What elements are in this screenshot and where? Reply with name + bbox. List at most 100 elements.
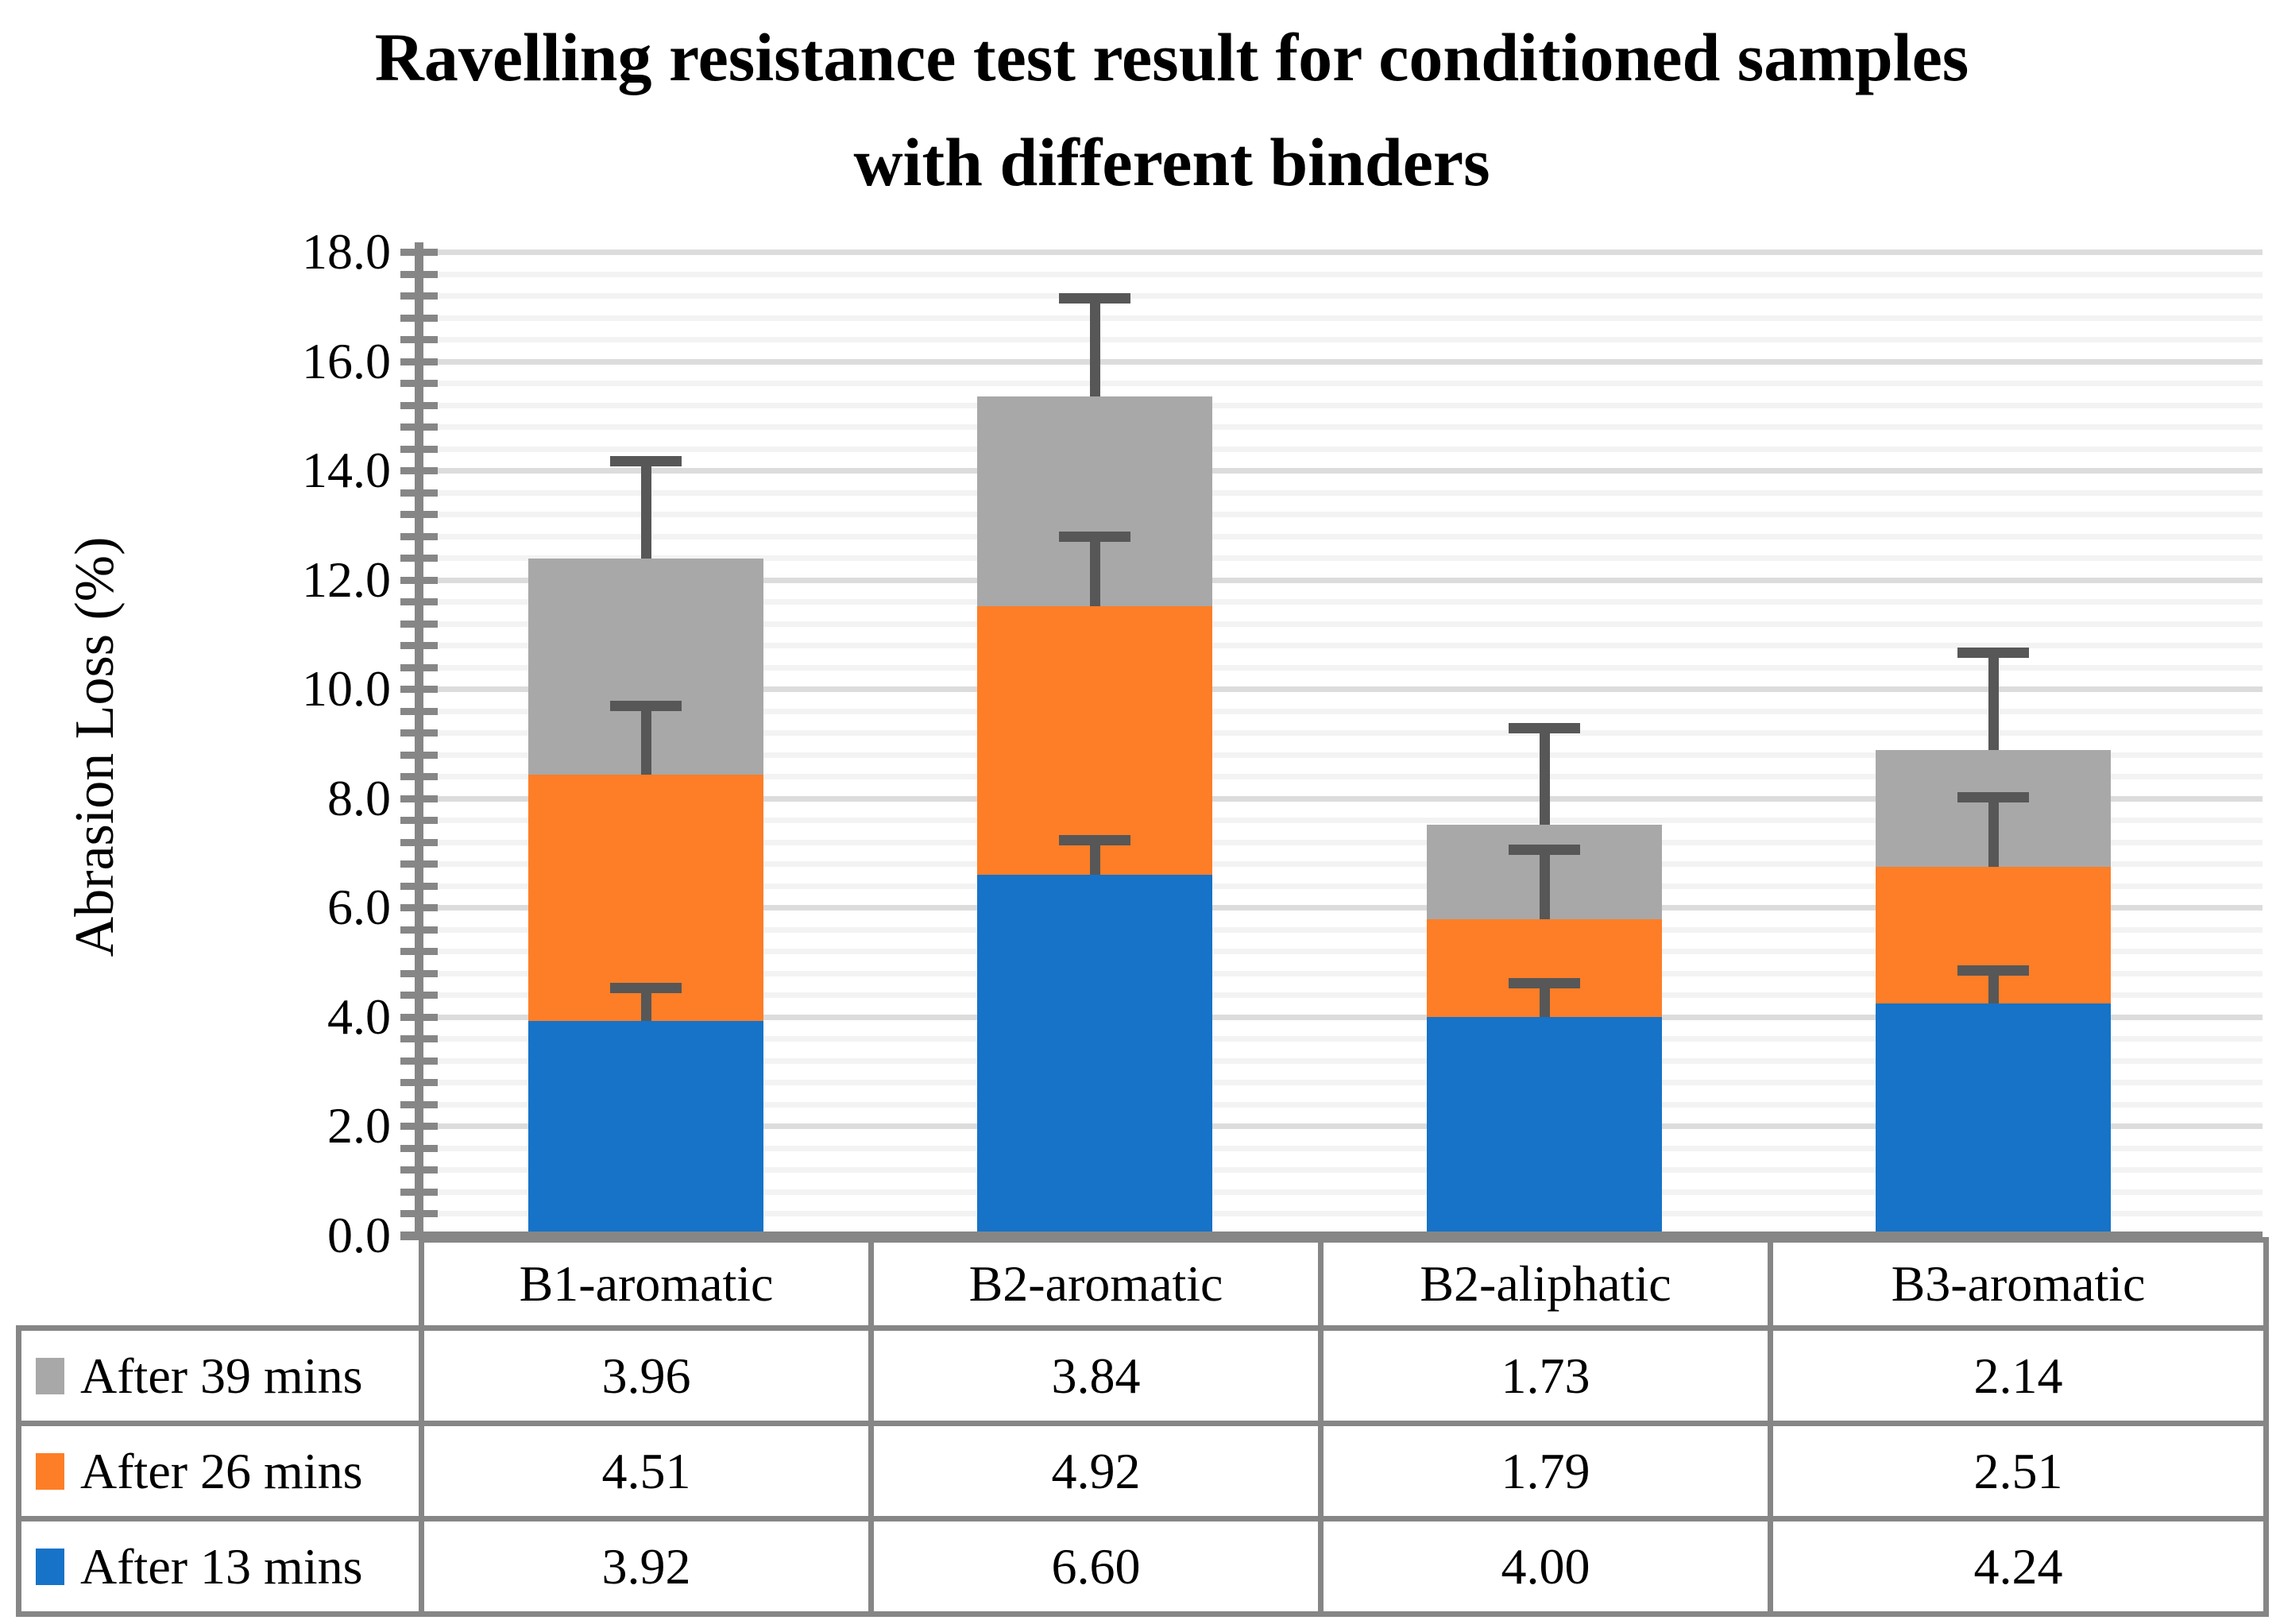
error-bar-cap	[1508, 844, 1580, 855]
error-bar-line	[1539, 849, 1550, 919]
error-bar-line	[1090, 297, 1101, 396]
y-axis-tick	[400, 860, 438, 868]
major-gridline	[434, 905, 2263, 911]
minor-gridline	[434, 402, 2263, 408]
y-axis-tick	[400, 642, 438, 650]
error-bar-line	[640, 705, 651, 775]
y-tick-label: 2.0	[327, 1097, 391, 1154]
minor-gridline	[434, 818, 2263, 824]
y-axis-tick	[400, 489, 438, 497]
minor-gridline	[434, 708, 2263, 714]
minor-gridline	[434, 489, 2263, 496]
minor-gridline	[434, 1211, 2263, 1217]
value-cell: 4.51	[419, 1421, 874, 1522]
legend-label: After 39 mins	[80, 1347, 363, 1404]
minor-gridline	[434, 883, 2263, 889]
y-tick-label: 0.0	[327, 1207, 391, 1263]
y-axis-tick	[400, 423, 438, 431]
chart-title: Ravelling resistance test result for con…	[64, 5, 2280, 215]
value-cell: 3.92	[419, 1516, 874, 1617]
error-bar-cap	[1059, 835, 1131, 846]
y-axis-tick	[400, 1210, 438, 1218]
minor-gridline	[434, 1036, 2263, 1042]
minor-gridline	[434, 446, 2263, 452]
minor-gridline	[434, 774, 2263, 780]
y-axis-tick	[400, 663, 438, 671]
y-tick-label: 10.0	[302, 660, 391, 717]
error-bar-cap	[1957, 965, 2030, 976]
category-header-cell: B1-aromatic	[419, 1237, 874, 1331]
y-axis-tick	[400, 707, 438, 715]
minor-gridline	[434, 1167, 2263, 1174]
major-gridline	[434, 1123, 2263, 1130]
minor-gridline	[434, 730, 2263, 737]
minor-gridline	[434, 1058, 2263, 1064]
bar-segment-after-26-mins	[527, 775, 763, 1022]
bar-segment-after-13-mins	[527, 1021, 763, 1235]
y-axis-tick	[400, 511, 438, 519]
legend-cell-after-26-mins: After 26 mins	[16, 1421, 424, 1522]
y-axis-tick	[400, 992, 438, 1000]
minor-gridline	[434, 992, 2263, 999]
chart-title-line2: with different binders	[853, 124, 1490, 200]
error-bar-line	[1090, 840, 1101, 876]
major-gridline	[434, 468, 2263, 474]
error-bar-cap	[1508, 978, 1580, 989]
value-cell: 6.60	[868, 1516, 1324, 1617]
y-tick-label: 18.0	[302, 223, 391, 280]
error-bar-cap	[609, 982, 682, 993]
minor-gridline	[434, 599, 2263, 605]
minor-gridline	[434, 1101, 2263, 1108]
minor-gridline	[434, 1189, 2263, 1195]
y-tick-label: 16.0	[302, 332, 391, 389]
y-axis-tick	[400, 576, 438, 584]
y-tick-label: 14.0	[302, 442, 391, 499]
value-cell: 4.92	[868, 1421, 1324, 1522]
major-gridline	[434, 1014, 2263, 1020]
error-bar-line	[640, 987, 651, 1022]
category-header-cell: B3-aromatic	[1768, 1237, 2269, 1331]
legend-swatch-after-13-mins	[36, 1548, 64, 1585]
value-cell: 2.14	[1768, 1325, 2269, 1426]
bar-segment-after-13-mins	[977, 875, 1213, 1235]
value-cell: 4.24	[1768, 1516, 2269, 1617]
category-header-cell: B2-aliphatic	[1318, 1237, 1773, 1331]
major-gridline	[434, 249, 2263, 255]
bar-segment-after-13-mins	[1426, 1016, 1662, 1235]
y-axis-title: Abrasion Loss (%)	[64, 536, 126, 957]
minor-gridline	[434, 533, 2263, 539]
minor-gridline	[434, 839, 2263, 845]
y-axis-tick	[400, 555, 438, 563]
y-tick-label: 4.0	[327, 988, 391, 1045]
error-bar-line	[1988, 797, 2000, 867]
y-tick-label: 8.0	[327, 769, 391, 826]
minor-gridline	[434, 949, 2263, 955]
minor-gridline	[434, 1080, 2263, 1086]
y-axis-tick	[400, 1079, 438, 1087]
minor-gridline	[434, 643, 2263, 649]
error-bar-line	[1539, 728, 1550, 825]
y-axis-tick	[400, 969, 438, 977]
legend-cell-after-39-mins: After 39 mins	[16, 1325, 424, 1426]
bar-segment-after-26-mins	[977, 605, 1213, 876]
major-gridline	[434, 358, 2263, 365]
y-axis-tick	[400, 751, 438, 759]
y-axis-tick	[400, 1057, 438, 1065]
value-cell: 2.51	[1768, 1421, 2269, 1522]
minor-gridline	[434, 424, 2263, 431]
y-axis-tick	[400, 1188, 438, 1196]
value-cell: 1.79	[1318, 1421, 1773, 1522]
y-axis-tick	[400, 380, 438, 388]
y-axis-tick	[400, 904, 438, 912]
y-axis-line	[415, 242, 423, 1240]
minor-gridline	[434, 664, 2263, 671]
error-bar-cap	[1059, 292, 1131, 304]
minor-gridline	[434, 315, 2263, 321]
y-axis-tick	[400, 773, 438, 781]
minor-gridline	[434, 381, 2263, 387]
error-bar-cap	[609, 456, 682, 467]
value-cell: 4.00	[1318, 1516, 1773, 1617]
y-axis-tick	[400, 336, 438, 344]
error-bar-cap	[1508, 723, 1580, 734]
